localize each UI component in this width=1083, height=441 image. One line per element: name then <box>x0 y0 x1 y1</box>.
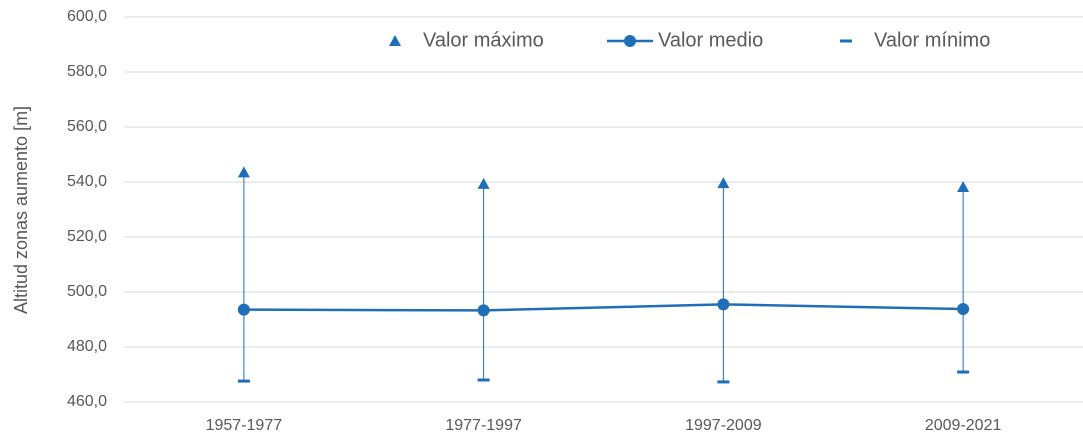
y-tick-label: 600,0 <box>67 8 107 25</box>
mean-marker <box>477 304 490 317</box>
y-tick-label: 500,0 <box>67 283 107 300</box>
y-axis-label: Altitud zonas aumento [m] <box>11 106 31 314</box>
legend-marker <box>840 39 852 43</box>
legend-marker <box>624 35 636 47</box>
y-tick-label: 520,0 <box>67 228 107 245</box>
legend-label: Valor medio <box>658 29 763 51</box>
max-marker <box>957 180 970 192</box>
max-marker <box>717 177 730 189</box>
min-marker <box>717 380 730 384</box>
max-marker <box>477 177 490 189</box>
y-tick-label: 460,0 <box>67 393 107 410</box>
mean-marker <box>237 303 250 316</box>
y-tick-label: 540,0 <box>67 173 107 190</box>
legend-label: Valor mínimo <box>874 29 990 51</box>
x-tick-label: 2009-2021 <box>925 417 1002 434</box>
x-tick-label: 1997-2009 <box>685 417 762 434</box>
mean-marker <box>717 298 730 311</box>
legend-label: Valor máximo <box>423 29 544 51</box>
min-marker <box>477 378 490 382</box>
y-tick-label: 580,0 <box>67 63 107 80</box>
y-tick-label: 480,0 <box>67 338 107 355</box>
mean-marker <box>957 303 970 316</box>
min-marker <box>957 370 970 374</box>
x-tick-label: 1977-1997 <box>445 417 522 434</box>
max-marker <box>237 166 250 178</box>
min-marker <box>237 379 250 383</box>
mean-line <box>243 303 964 312</box>
legend-marker <box>389 35 401 46</box>
x-tick-label: 1957-1977 <box>206 417 283 434</box>
y-tick-label: 560,0 <box>67 118 107 135</box>
